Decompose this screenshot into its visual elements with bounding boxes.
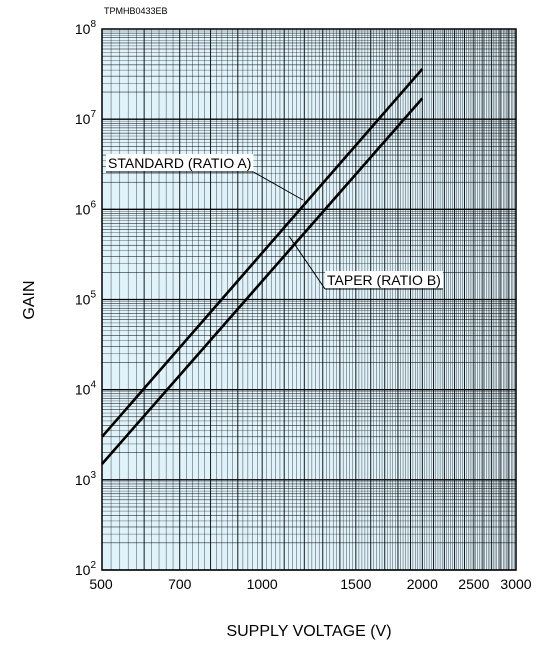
x-tick-label-700: 700	[168, 576, 192, 592]
y-tick-label-3: 103	[75, 470, 97, 488]
x-tick-label-2000: 2000	[407, 576, 438, 592]
callout-leader-standard	[253, 171, 304, 201]
y-tick-label-8: 108	[75, 19, 97, 37]
series-line-taper-ratio-b	[101, 97, 424, 465]
series-line-standard-ratio-a	[101, 68, 424, 438]
x-tick-label-1500: 1500	[340, 576, 371, 592]
plot-frame	[101, 28, 517, 571]
annotation-layer: STANDARD (RATIO A) TAPER (RATIO B)	[106, 154, 443, 290]
x-tick-label-3000: 3000	[500, 576, 531, 592]
y-axis-label: GAIN	[21, 280, 38, 319]
callout-label-taper: TAPER (RATIO B)	[327, 272, 441, 288]
callout-leader-taper	[288, 235, 326, 290]
x-tick-labels: 500 700 1000 1500 2000 2500 3000	[89, 576, 531, 592]
x-tick-label-500: 500	[89, 576, 113, 592]
figure-code: TPMHB0433EB	[104, 6, 168, 16]
callout-label-bg-taper	[325, 271, 443, 288]
x-tick-label-1000: 1000	[247, 576, 278, 592]
y-tick-label-6: 106	[75, 199, 97, 217]
y-tick-labels: 102 103 104 105 106 107 108	[75, 19, 97, 578]
x-axis-label: SUPPLY VOLTAGE (V)	[226, 623, 391, 640]
y-tick-label-5: 105	[75, 290, 97, 308]
y-tick-label-7: 107	[75, 109, 97, 127]
x-tick-label-2500: 2500	[458, 576, 489, 592]
callout-label-standard: STANDARD (RATIO A)	[108, 155, 251, 171]
y-tick-label-2: 102	[75, 560, 97, 578]
series-layer	[101, 68, 424, 465]
callout-label-bg-standard	[106, 154, 254, 171]
y-tick-label-4: 104	[75, 380, 97, 398]
